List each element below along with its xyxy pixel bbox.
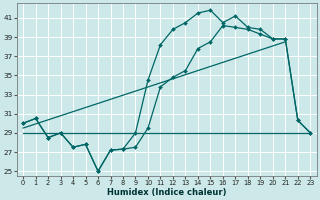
X-axis label: Humidex (Indice chaleur): Humidex (Indice chaleur) — [107, 188, 227, 197]
